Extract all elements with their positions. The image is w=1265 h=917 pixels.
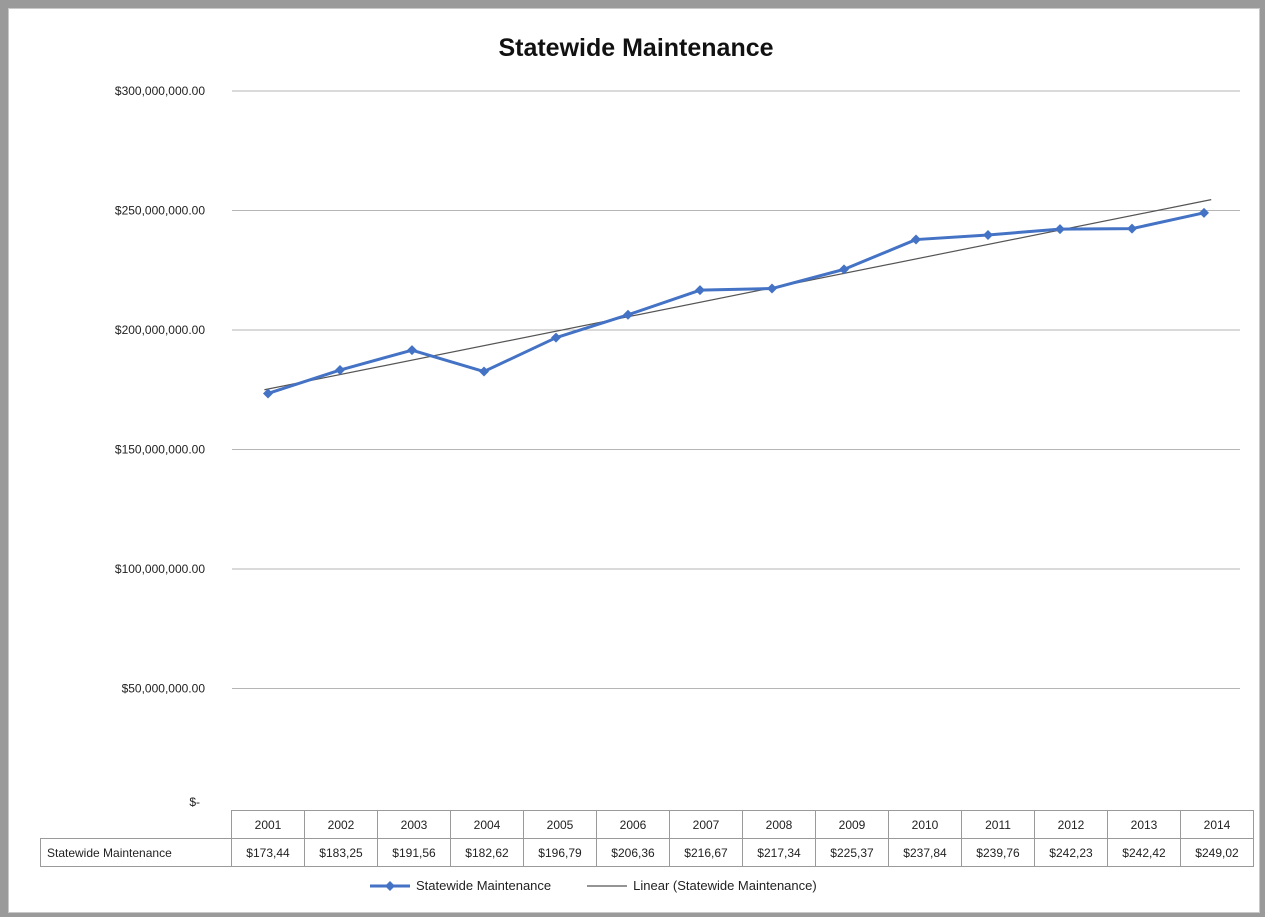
table-value-cell: $237,84	[888, 838, 962, 867]
table-year-cell: 2014	[1180, 810, 1254, 839]
data-point	[335, 365, 345, 376]
data-point	[479, 366, 489, 377]
table-value-cell: $217,34	[742, 838, 816, 867]
data-point	[767, 283, 777, 294]
table-year-cell: 2008	[742, 810, 816, 839]
table-value-cell: $225,37	[815, 838, 889, 867]
data-table: 2001 2002 2003 2004 2005 2006 2007 2008 2009 2010…	[40, 810, 1254, 867]
chart-area	[8, 8, 1260, 913]
data-table-header-row: 2001 2002 2003 2004 2005 2006 2007 2008 2009 2010…	[41, 810, 1254, 839]
y-tick-label: $-	[189, 795, 200, 809]
table-year-cell: 2006	[596, 810, 670, 839]
data-point	[911, 234, 921, 245]
legend-trendline-label: Linear (Statewide Maintenance)	[633, 878, 817, 893]
table-value-cell: $242,23	[1034, 838, 1108, 867]
table-year-cell: 2011	[961, 810, 1035, 839]
legend-item-trendline: Linear (Statewide Maintenance)	[587, 878, 817, 893]
y-tick-label: $150,000,000.00	[115, 443, 205, 457]
table-value-cell: $182,62	[450, 838, 524, 867]
y-tick-label: $300,000,000.00	[115, 84, 205, 98]
legend-trendline-marker	[587, 884, 628, 887]
y-tick-label: $100,000,000.00	[115, 562, 205, 576]
table-value-cell: $183,25	[304, 838, 378, 867]
data-point	[1055, 224, 1065, 235]
table-value-cell: $242,42	[1107, 838, 1181, 867]
table-value-cell: $196,79	[523, 838, 597, 867]
table-year-cell: 2005	[523, 810, 597, 839]
data-point	[1199, 207, 1209, 218]
data-point	[695, 285, 705, 296]
legend-series-label: Statewide Maintenance	[416, 878, 552, 893]
table-value-cell: $191,56	[377, 838, 451, 867]
chart-title: Statewide Maintenance	[498, 34, 774, 62]
y-tick-label: $250,000,000.00	[115, 204, 205, 218]
data-point	[839, 264, 849, 275]
legend-item-series: Statewide Maintenance	[370, 878, 551, 893]
table-year-cell: 2007	[669, 810, 743, 839]
data-point	[407, 345, 417, 356]
data-point	[1127, 223, 1137, 234]
legend-series-marker	[370, 880, 410, 891]
data-point	[263, 388, 273, 399]
table-value-cell: $239,76	[961, 838, 1035, 867]
data-table-corner	[41, 811, 232, 839]
y-tick-label: $50,000,000.00	[122, 682, 206, 696]
table-year-cell: 2012	[1034, 810, 1108, 839]
table-year-cell: 2002	[304, 810, 378, 839]
table-year-cell: 2010	[888, 810, 962, 839]
table-year-cell: 2013	[1107, 810, 1181, 839]
table-value-cell: $206,36	[596, 838, 670, 867]
data-table-value-row: Statewide Maintenance $173,44 $183,25 $191…	[40, 838, 1254, 867]
table-year-cell: 2001	[231, 810, 305, 839]
table-value-cell: $249,02	[1180, 838, 1254, 867]
table-year-cell: 2004	[450, 810, 524, 839]
data-point	[551, 332, 561, 343]
legend: Statewide Maintenance Linear (Statewide …	[370, 878, 817, 893]
table-value-cell: $216,67	[669, 838, 743, 867]
data-point	[623, 309, 633, 320]
trendline	[264, 199, 1212, 391]
table-year-cell: 2003	[377, 810, 451, 839]
data-table-series-label: Statewide Maintenance	[40, 838, 232, 867]
table-value-cell: $173,44	[231, 838, 305, 867]
table-year-cell: 2009	[815, 810, 889, 839]
series-line	[267, 211, 1205, 395]
data-point	[983, 229, 993, 240]
y-tick-label: $200,000,000.00	[115, 323, 205, 337]
